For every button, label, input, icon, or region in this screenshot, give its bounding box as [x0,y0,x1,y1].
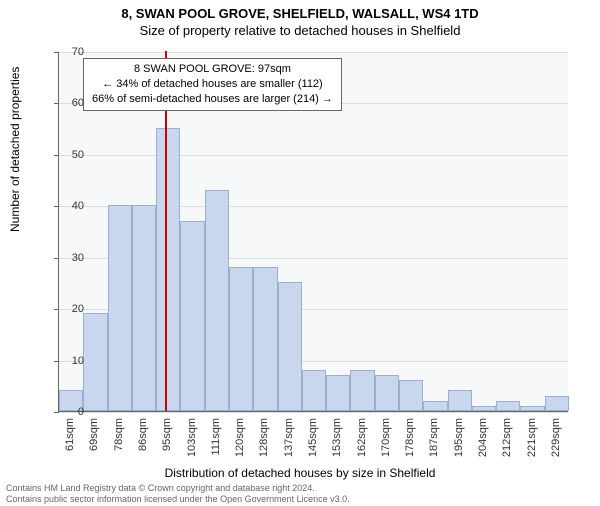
histogram-bar [253,267,277,411]
histogram-bar [180,221,204,411]
y-axis-label: Number of detached properties [8,67,22,232]
xtick-label: 61sqm [64,418,76,451]
histogram-bar [496,401,520,411]
histogram-bar [545,396,569,411]
xtick-label: 187sqm [428,418,440,457]
xtick-label: 178sqm [404,418,416,457]
xtick-label: 212sqm [501,418,513,457]
x-axis-label: Distribution of detached houses by size … [0,466,600,480]
xtick-label: 195sqm [453,418,465,457]
xtick-label: 78sqm [113,418,125,451]
ytick-label: 20 [54,303,84,315]
ytick-label: 60 [54,97,84,109]
histogram-bar [423,401,447,411]
xtick-label: 111sqm [210,418,222,456]
xtick-label: 69sqm [88,418,100,451]
annotation-line3: 66% of semi-detached houses are larger (… [92,92,333,107]
xtick-label: 137sqm [283,418,295,457]
histogram-bar [399,380,423,411]
ytick-label: 0 [54,406,84,418]
xtick-label: 162sqm [356,418,368,457]
chart-title-sub: Size of property relative to detached ho… [0,23,600,38]
chart-title-main: 8, SWAN POOL GROVE, SHELFIELD, WALSALL, … [0,6,600,21]
xtick-label: 95sqm [161,418,173,451]
histogram-bar [375,375,399,411]
ytick-label: 70 [54,46,84,58]
xtick-label: 221sqm [526,418,538,457]
histogram-bar [326,375,350,411]
annotation-box: 8 SWAN POOL GROVE: 97sqm ← 34% of detach… [83,58,342,111]
histogram-bar [205,190,229,411]
footer-line1: Contains HM Land Registry data © Crown c… [6,483,350,494]
annotation-line1: 8 SWAN POOL GROVE: 97sqm [92,62,333,77]
histogram-bar [132,205,156,411]
histogram-bar [520,406,544,411]
histogram-bar [350,370,374,411]
histogram-bar [83,313,107,411]
ytick-label: 40 [54,200,84,212]
ytick-label: 10 [54,355,84,367]
histogram-bar [302,370,326,411]
xtick-label: 120sqm [234,418,246,457]
annotation-line2: ← 34% of detached houses are smaller (11… [92,77,333,92]
histogram-bar [229,267,253,411]
footer-attribution: Contains HM Land Registry data © Crown c… [6,483,350,505]
ytick-label: 50 [54,149,84,161]
histogram-bar [156,128,180,411]
gridline [59,412,568,413]
xtick-label: 229sqm [550,418,562,457]
xtick-label: 153sqm [331,418,343,457]
xtick-label: 145sqm [307,418,319,457]
xtick-label: 86sqm [137,418,149,451]
histogram-bar [448,390,472,411]
histogram-bar [278,282,302,411]
ytick-label: 30 [54,252,84,264]
histogram-bar [108,205,132,411]
gridline [59,155,568,156]
xtick-label: 204sqm [477,418,489,457]
histogram-bar [472,406,496,411]
xtick-label: 170sqm [380,418,392,457]
gridline [59,52,568,53]
xtick-label: 128sqm [258,418,270,457]
xtick-label: 103sqm [186,418,198,457]
